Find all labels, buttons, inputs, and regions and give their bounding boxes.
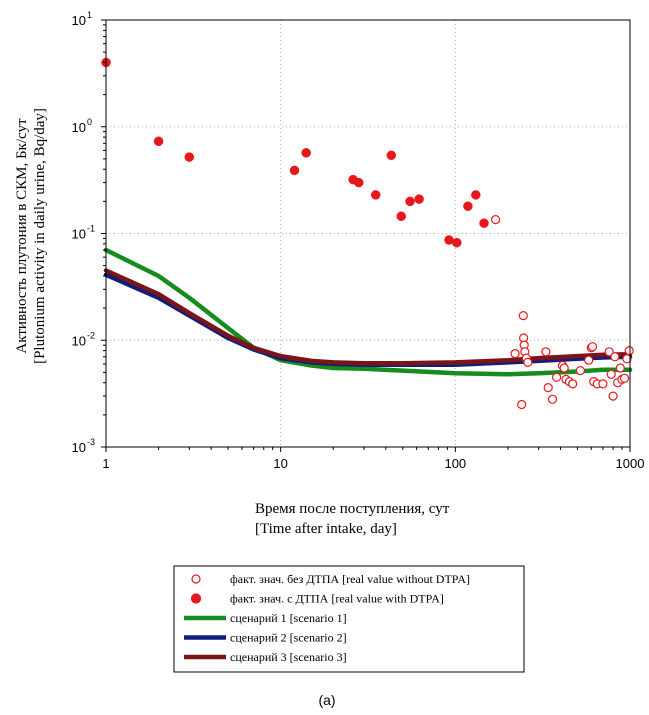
data-point-with-dtpa xyxy=(452,237,462,248)
legend-box xyxy=(173,565,525,673)
data-point-without-dtpa xyxy=(606,369,616,379)
legend-entry-label: сценарий 3 [scenario 3] xyxy=(230,650,347,664)
data-point-without-dtpa xyxy=(587,342,598,352)
figure-caption: (a) xyxy=(318,692,335,708)
x-axis-title-line-1: Время после поступления, сут xyxy=(255,501,450,517)
data-point-without-dtpa xyxy=(559,363,569,373)
y-axis-title-line-1: Активность плутония в СКМ, Бк/сут xyxy=(14,118,30,354)
data-point-without-dtpa xyxy=(541,347,551,357)
plot-series xyxy=(101,57,634,410)
data-point-with-dtpa xyxy=(153,136,164,147)
series-line-scenario-4 xyxy=(103,268,633,366)
data-point-without-dtpa xyxy=(568,379,578,389)
data-point-without-dtpa xyxy=(575,366,586,376)
x-tick-label: 100 xyxy=(444,456,466,471)
x-tick-label: 10 xyxy=(273,456,287,471)
x-tick-label: 1 xyxy=(102,456,109,471)
grid xyxy=(106,20,630,447)
legend-entry-label: факт. знач. с ДТПА [real value with DTPA… xyxy=(230,592,444,606)
data-point-without-dtpa xyxy=(518,311,528,321)
x-tick-label: 1000 xyxy=(616,456,645,471)
data-point-without-dtpa xyxy=(610,352,620,362)
data-point-with-dtpa xyxy=(301,148,311,158)
legend-entry-label: сценарий 2 [scenario 2] xyxy=(230,631,347,645)
y-axis-title: Активность плутония в СКМ, Бк/сут [Pluto… xyxy=(14,108,48,364)
data-point-with-dtpa xyxy=(289,165,300,176)
data-point-without-dtpa xyxy=(523,357,533,367)
data-point-with-dtpa xyxy=(354,177,364,188)
data-point-with-dtpa xyxy=(414,194,424,204)
data-point-with-dtpa xyxy=(396,211,406,222)
data-point-without-dtpa xyxy=(491,215,501,225)
series-line-scenario-2 xyxy=(103,247,633,377)
legend-entry-label: сценарий 1 [scenario 1] xyxy=(230,611,347,625)
data-point-without-dtpa xyxy=(622,354,632,364)
plot-frame xyxy=(105,19,631,448)
data-point-without-dtpa xyxy=(543,383,553,393)
data-point-with-dtpa xyxy=(405,196,415,207)
data-point-with-dtpa xyxy=(386,150,397,161)
y-tick-label: 10 xyxy=(72,227,86,242)
y-tick-exponent: -3 xyxy=(87,437,95,447)
legend: факт. знач. без ДТПА [real value without… xyxy=(184,572,470,664)
x-axis-title-line-2: [Time after intake, day] xyxy=(255,521,397,537)
data-point-without-dtpa xyxy=(598,379,608,389)
data-point-without-dtpa xyxy=(547,394,558,404)
y-tick-label: 10 xyxy=(72,440,86,455)
data-point-without-dtpa xyxy=(615,363,625,373)
y-tick-exponent: 1 xyxy=(87,10,92,20)
y-tick-exponent: -2 xyxy=(87,330,95,340)
y-tick-exponent: 0 xyxy=(87,117,92,127)
legend-marker-swatch xyxy=(190,593,202,604)
data-point-with-dtpa xyxy=(370,190,381,200)
data-point-with-dtpa xyxy=(479,218,489,228)
y-tick-label: 10 xyxy=(72,120,86,135)
data-point-with-dtpa xyxy=(471,190,481,200)
series-line-scenario-3 xyxy=(103,272,633,367)
data-point-without-dtpa xyxy=(624,346,634,356)
data-point-with-dtpa xyxy=(184,152,195,162)
legend-marker-swatch xyxy=(191,574,201,584)
data-point-without-dtpa xyxy=(517,399,527,410)
y-tick-label: 10 xyxy=(72,333,86,348)
data-point-with-dtpa xyxy=(463,201,473,211)
y-tick-label: 10 xyxy=(72,13,86,28)
data-point-without-dtpa xyxy=(608,391,618,401)
legend-entry-label: факт. знач. без ДТПА [real value without… xyxy=(230,572,470,586)
data-point-without-dtpa xyxy=(510,349,520,359)
data-point-without-dtpa xyxy=(604,347,614,357)
y-axis-title-line-2: [Plutonium activity in daily urine, Bq/d… xyxy=(32,108,48,364)
y-tick-exponent: -1 xyxy=(87,224,95,234)
data-point-without-dtpa xyxy=(619,373,630,383)
data-point-without-dtpa xyxy=(584,355,594,365)
data-point-without-dtpa xyxy=(551,372,562,382)
